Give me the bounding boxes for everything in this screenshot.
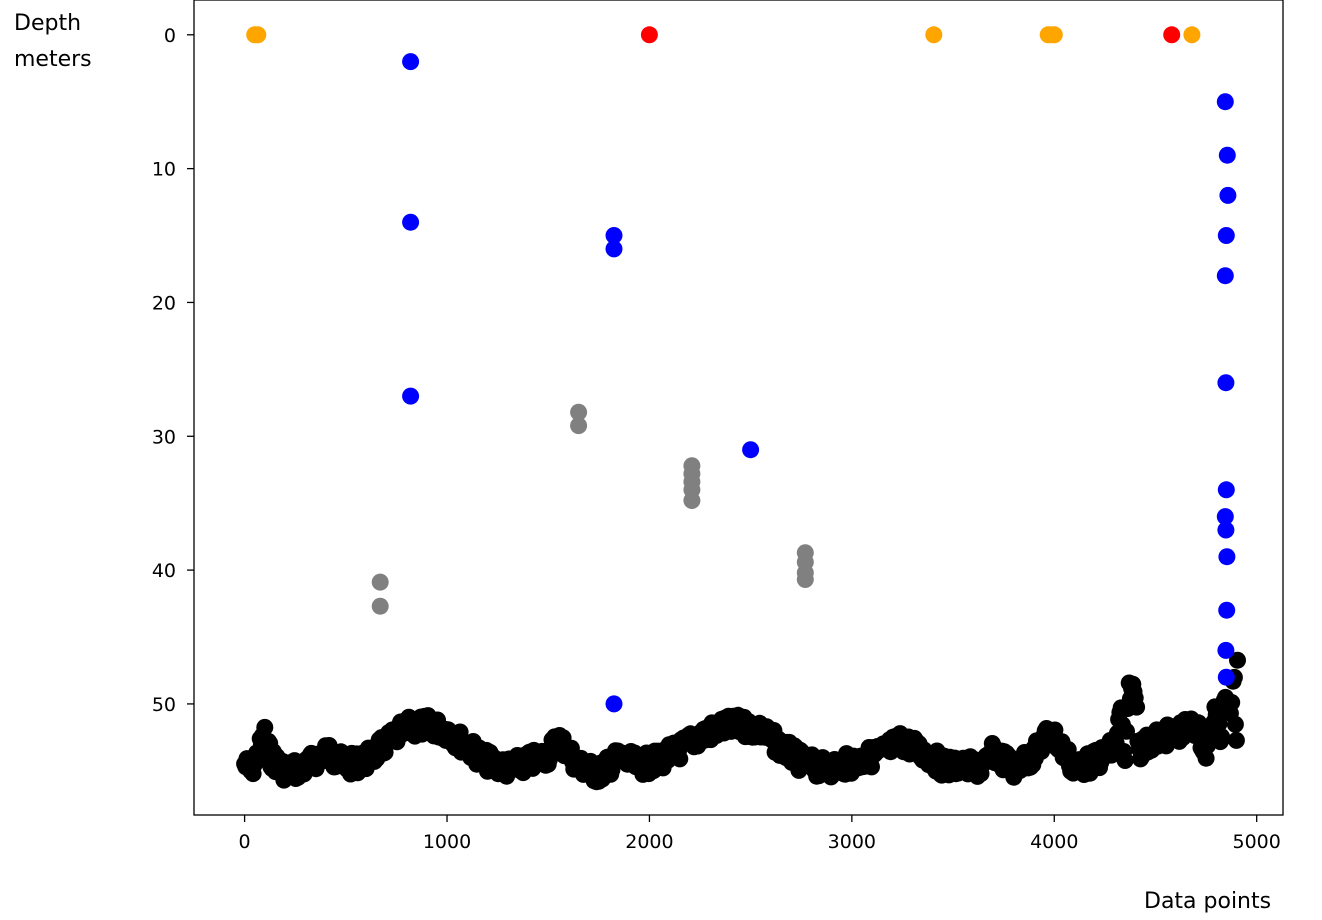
x-tick-label: 1000	[423, 831, 471, 853]
data-point	[1229, 651, 1246, 669]
data-point	[570, 417, 588, 435]
data-point	[1226, 715, 1244, 733]
data-point	[605, 695, 623, 713]
x-tick-label: 5000	[1233, 831, 1281, 853]
data-point	[1219, 186, 1237, 204]
data-point	[1045, 26, 1063, 44]
data-point	[1216, 93, 1234, 111]
data-point	[1118, 722, 1135, 740]
data-point	[1216, 267, 1234, 285]
data-point	[1217, 227, 1235, 244]
data-point	[1163, 26, 1181, 44]
y-tick-label: 0	[164, 25, 176, 47]
y-tick-label: 30	[152, 426, 176, 448]
data-point	[796, 571, 814, 588]
x-tick-label: 3000	[828, 831, 876, 853]
data-point	[742, 441, 760, 459]
y-tick-label: 10	[152, 159, 176, 181]
data-point	[371, 597, 389, 615]
y-tick-label: 50	[152, 694, 176, 716]
data-point	[1183, 26, 1201, 44]
data-point	[1116, 752, 1134, 769]
x-tick-label: 4000	[1030, 831, 1078, 853]
data-point	[402, 53, 420, 71]
data-point	[256, 718, 274, 736]
data-point	[1217, 481, 1235, 499]
data-point	[402, 387, 420, 405]
data-point	[249, 26, 267, 44]
data-point	[1128, 698, 1146, 716]
data-point	[1210, 715, 1228, 733]
y-axis-title: Depth meters	[14, 11, 92, 72]
data-point	[1218, 601, 1236, 619]
data-point	[605, 240, 623, 258]
data-point	[683, 492, 701, 509]
data-point	[402, 213, 420, 231]
data-point	[1197, 749, 1215, 767]
x-axis-title: Data points	[1144, 889, 1272, 914]
data-point	[1217, 374, 1235, 392]
x-axis: 0 1000 2000 3000 4000 5000	[239, 815, 1281, 853]
data-point	[1218, 146, 1236, 164]
data-point	[371, 573, 389, 591]
data-point	[1223, 694, 1241, 711]
data-point	[1227, 731, 1245, 749]
data-point	[1213, 728, 1231, 746]
y-tick-label: 40	[152, 560, 176, 582]
x-tick-label: 2000	[625, 831, 673, 853]
y-tick-label: 20	[152, 292, 176, 314]
data-point	[1217, 521, 1235, 539]
data-point	[640, 26, 658, 44]
data-point	[1218, 548, 1236, 566]
plot-frame	[193, 0, 1284, 816]
data-point	[605, 227, 623, 244]
scatter-points	[236, 26, 1246, 791]
data-point	[570, 403, 588, 421]
data-point	[671, 750, 689, 768]
data-point	[925, 26, 943, 44]
data-point	[1217, 641, 1235, 659]
data-point	[1216, 508, 1234, 526]
x-tick-label: 0	[239, 831, 251, 853]
data-point	[1217, 668, 1235, 686]
y-axis: 0 10 20 30 40 50	[152, 25, 194, 716]
